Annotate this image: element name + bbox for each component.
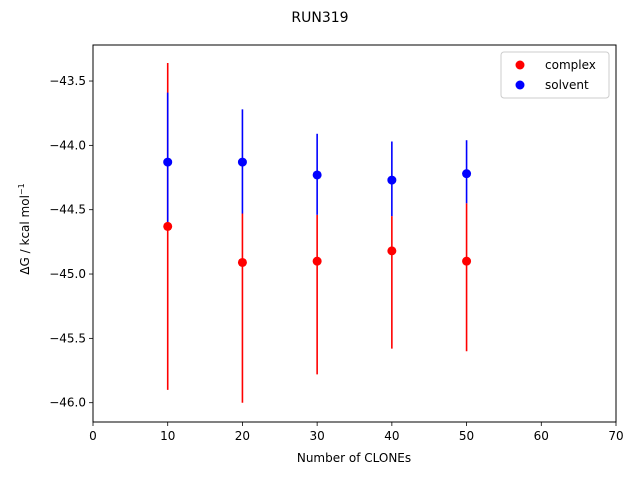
plot-area — [163, 63, 472, 403]
x-tick-label: 20 — [235, 429, 250, 443]
x-axis-label: Number of CLONEs — [297, 451, 411, 465]
x-axis: 0 10 20 30 40 50 60 70 — [89, 422, 624, 443]
axes-frame — [92, 44, 617, 423]
complex-point — [312, 256, 322, 266]
y-axis: −43.5 −44.0 −44.5 −45.0 −45.5 −46.0 — [49, 74, 93, 410]
legend-label: complex — [545, 58, 596, 72]
solvent-point — [462, 169, 472, 179]
y-axis-label-exponent: −1 — [17, 183, 26, 195]
legend-box — [500, 51, 610, 99]
x-tick-label: 60 — [534, 429, 549, 443]
solvent-point — [237, 157, 247, 167]
x-tick-label: 0 — [89, 429, 97, 443]
complex-point — [387, 246, 397, 256]
solvent-point — [312, 170, 322, 180]
y-tick-label: −45.5 — [49, 331, 86, 345]
y-tick-label: −44.0 — [49, 138, 86, 152]
y-tick-label: −44.5 — [49, 203, 86, 217]
complex-point — [462, 256, 472, 266]
y-tick-label: −46.0 — [49, 396, 86, 410]
y-axis-label: ΔG / kcal mol−1 — [17, 183, 32, 274]
solvent-point — [163, 157, 173, 167]
x-tick-label: 30 — [310, 429, 325, 443]
legend-label: solvent — [545, 78, 589, 92]
y-tick-label: −43.5 — [49, 74, 86, 88]
solvent-point — [387, 175, 397, 185]
x-tick-label: 50 — [459, 429, 474, 443]
legend-marker — [515, 80, 525, 90]
x-tick-label: 70 — [608, 429, 623, 443]
chart-title: RUN319 — [291, 10, 348, 26]
y-tick-label: −45.0 — [49, 267, 86, 281]
x-tick-label: 40 — [384, 429, 399, 443]
legend-marker — [515, 60, 525, 70]
complex-point — [237, 257, 247, 267]
x-tick-label: 10 — [160, 429, 175, 443]
legend: complex solvent — [500, 51, 610, 99]
y-axis-label-main: ΔG / kcal mol — [18, 195, 32, 275]
complex-point — [163, 221, 173, 231]
plot-border — [92, 44, 617, 423]
